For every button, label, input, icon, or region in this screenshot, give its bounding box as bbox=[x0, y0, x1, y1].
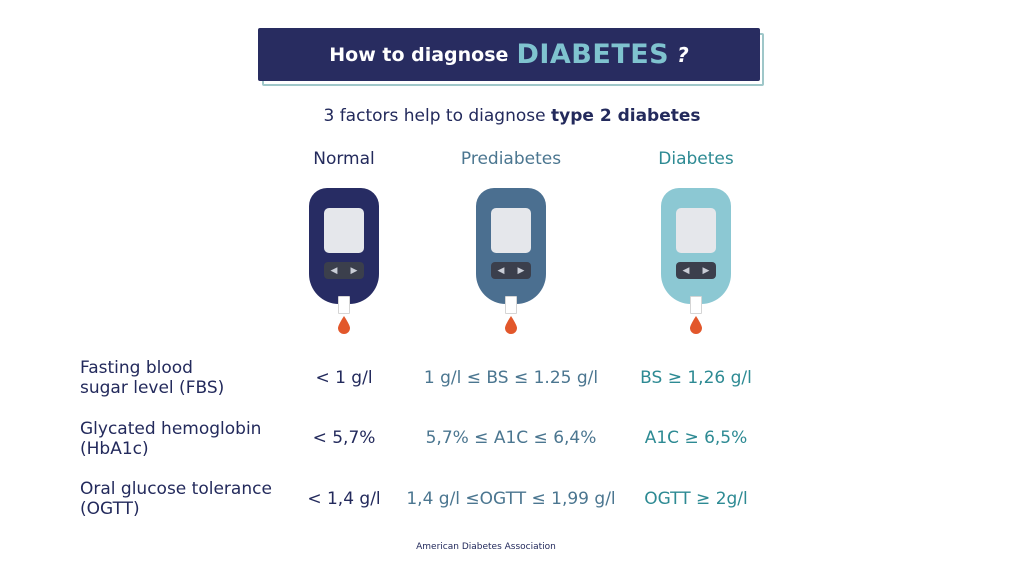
glucose-meter-prediabetes-icon: ◀ ▶ bbox=[476, 188, 546, 336]
blood-drop-icon bbox=[690, 316, 702, 334]
row-label-fbs: Fasting blood sugar level (FBS) bbox=[80, 358, 310, 398]
test-strip bbox=[690, 296, 702, 314]
left-arrow-icon: ◀ bbox=[497, 265, 505, 276]
meter-controls: ◀ ▶ bbox=[676, 262, 716, 279]
row-label-line: (OGTT) bbox=[80, 499, 140, 519]
title-highlight: DIABETES bbox=[516, 39, 670, 70]
title-prefix: How to diagnose bbox=[329, 43, 509, 66]
meter-screen bbox=[491, 208, 531, 253]
fbs-prediabetes-value: 1 g/l ≤ BS ≤ 1.25 g/l bbox=[423, 368, 599, 388]
test-strip bbox=[338, 296, 350, 314]
right-arrow-icon: ▶ bbox=[517, 265, 525, 276]
hba1c-prediabetes-value: 5,7% ≤ A1C ≤ 6,4% bbox=[425, 428, 597, 448]
title-suffix: ? bbox=[677, 42, 689, 67]
row-label-line: sugar level (FBS) bbox=[80, 378, 225, 398]
blood-drop-icon bbox=[505, 316, 517, 334]
right-arrow-icon: ▶ bbox=[702, 265, 710, 276]
column-header-diabetes: Diabetes bbox=[658, 149, 734, 169]
test-strip bbox=[505, 296, 517, 314]
fbs-normal-value: < 1 g/l bbox=[315, 368, 373, 388]
glucose-meter-diabetes-icon: ◀ ▶ bbox=[661, 188, 731, 336]
hba1c-normal-value: < 5,7% bbox=[312, 428, 376, 448]
title-banner: How to diagnose DIABETES ? bbox=[258, 28, 760, 81]
row-label-line: Glycated hemoglobin bbox=[80, 419, 262, 439]
subtitle-bold: type 2 diabetes bbox=[551, 106, 701, 126]
meter-controls: ◀ ▶ bbox=[491, 262, 531, 279]
ogtt-diabetes-value: OGTT ≥ 2g/l bbox=[644, 489, 748, 509]
ogtt-prediabetes-value: 1,4 g/l ≤OGTT ≤ 1,99 g/l bbox=[406, 489, 616, 509]
blood-drop-icon bbox=[338, 316, 350, 334]
row-label-ogtt: Oral glucose tolerance (OGTT) bbox=[80, 479, 310, 519]
left-arrow-icon: ◀ bbox=[682, 265, 690, 276]
glucose-meter-normal-icon: ◀ ▶ bbox=[309, 188, 379, 336]
row-label-line: Oral glucose tolerance bbox=[80, 479, 272, 499]
subtitle: 3 factors help to diagnose type 2 diabet… bbox=[0, 106, 1024, 126]
row-label-hba1c: Glycated hemoglobin (HbA1c) bbox=[80, 419, 310, 459]
hba1c-diabetes-value: A1C ≥ 6,5% bbox=[644, 428, 748, 448]
column-header-normal: Normal bbox=[313, 149, 375, 169]
meter-screen bbox=[324, 208, 364, 253]
meter-screen bbox=[676, 208, 716, 253]
row-label-line: Fasting blood bbox=[80, 358, 193, 378]
column-header-prediabetes: Prediabetes bbox=[460, 149, 562, 169]
fbs-diabetes-value: BS ≥ 1,26 g/l bbox=[640, 368, 752, 388]
ogtt-normal-value: < 1,4 g/l bbox=[307, 489, 381, 509]
meter-controls: ◀ ▶ bbox=[324, 262, 364, 279]
subtitle-text: 3 factors help to diagnose bbox=[323, 106, 551, 126]
row-label-line: (HbA1c) bbox=[80, 439, 149, 459]
source-credit: American Diabetes Association bbox=[416, 542, 556, 552]
left-arrow-icon: ◀ bbox=[330, 265, 338, 276]
right-arrow-icon: ▶ bbox=[350, 265, 358, 276]
